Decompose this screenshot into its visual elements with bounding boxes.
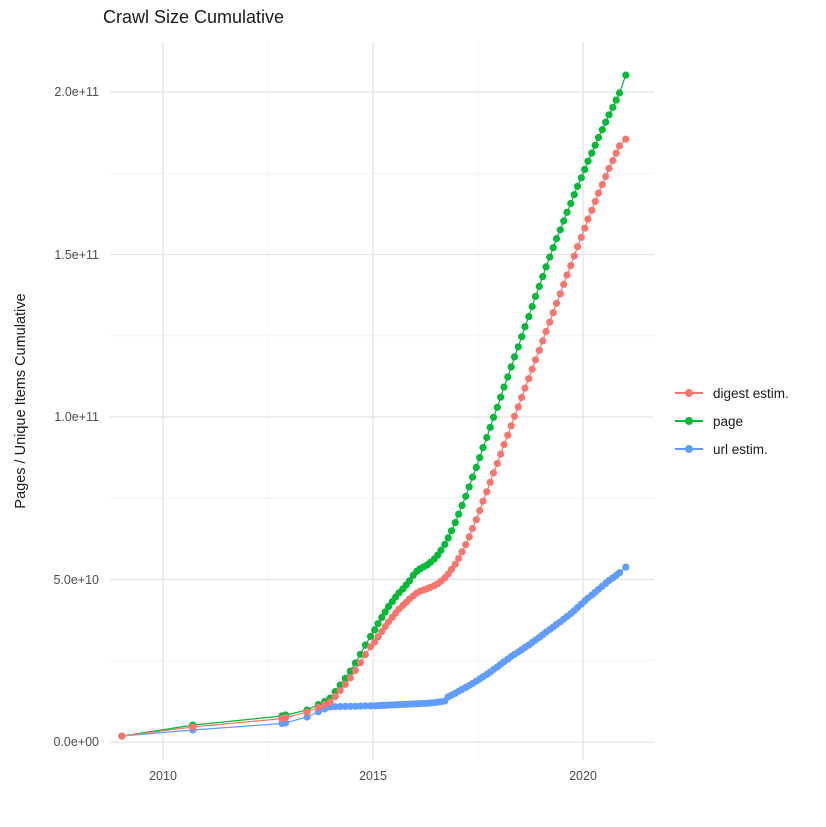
legend-item-digest-estim: digest estim. [674,379,789,407]
y-tick-label: 0.0e+00 [53,735,99,749]
y-tick-label: 1.0e+11 [54,410,99,424]
legend-key-icon [674,379,704,407]
legend-key-dot [685,417,693,425]
series-url-estim [118,563,630,740]
chart-title: Crawl Size Cumulative [103,7,285,27]
x-tick-label: 2015 [359,769,387,783]
grid-major [110,42,654,760]
x-tick-label: 2020 [569,769,597,783]
legend-key-icon [674,435,704,463]
legend-key-dot [685,389,693,397]
legend-item-url-estim: url estim. [674,435,789,463]
x-tick-label: 2010 [149,769,177,783]
y-tick-label: 1.5e+11 [54,247,99,262]
y-tick-label: 5.0e+10 [53,572,99,587]
legend: digest estim. page url estim. [674,379,789,463]
legend-label: page [713,413,744,429]
legend-label: url estim. [713,441,768,457]
series-digest-estim [118,135,630,740]
y-tick-label: 2.0e+11 [54,85,99,99]
legend-label: digest estim. [713,385,789,401]
legend-item-page: page [674,407,789,435]
legend-key-icon [674,407,704,435]
grid-minor [110,42,654,760]
y-axis-title: Pages / Unique Items Cumulative [13,293,29,509]
legend-key-dot [685,445,693,453]
